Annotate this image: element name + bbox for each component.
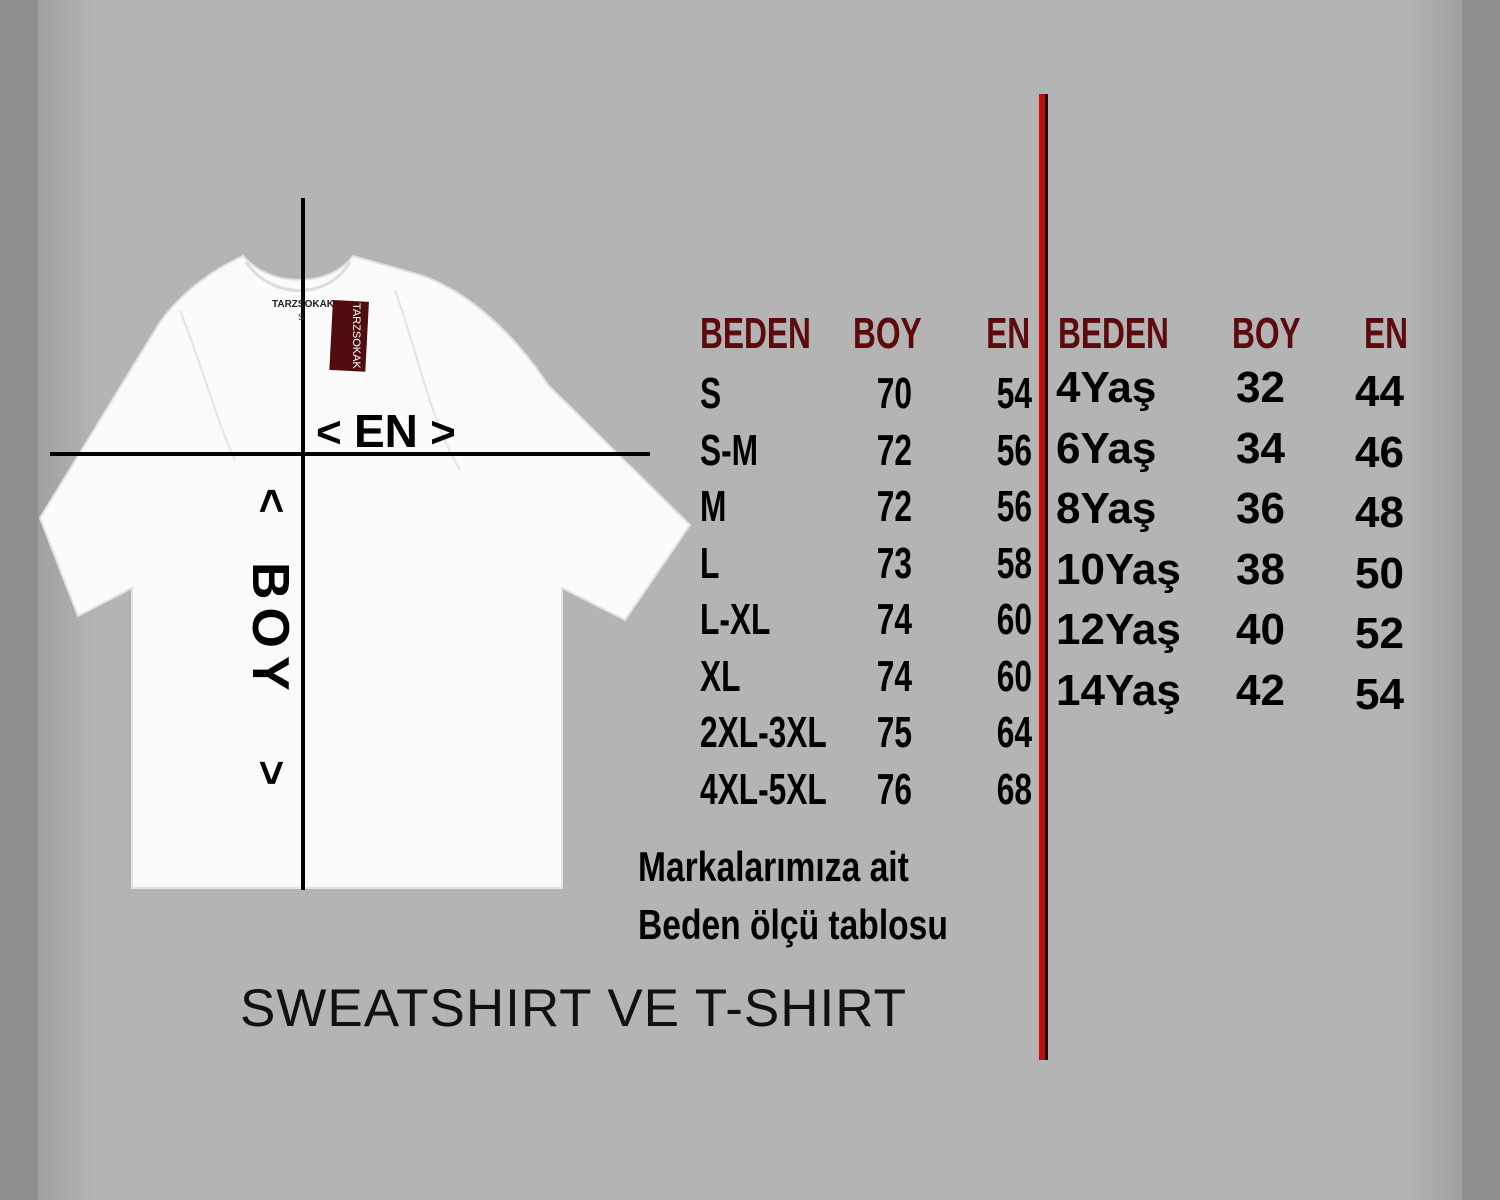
kids-header-length: BOY <box>1232 309 1301 358</box>
kids-row-size: 10Yaş <box>1056 544 1181 594</box>
adult-row-size: XL <box>700 651 741 701</box>
adult-row-length: 72 <box>876 425 912 475</box>
adult-row-length: 76 <box>876 764 912 814</box>
adult-header-size: BEDEN <box>700 309 811 358</box>
kids-row-width: 54 <box>1355 669 1404 719</box>
kids-header-width: EN <box>1364 309 1409 358</box>
kids-row-width: 46 <box>1355 427 1404 477</box>
caption-line-2: Beden ölçü tablosu <box>638 901 948 948</box>
tshirt-body <box>38 254 692 889</box>
kids-row-length: 38 <box>1236 544 1285 594</box>
adult-row-size: S <box>700 369 722 418</box>
adult-row-length: 70 <box>876 369 912 418</box>
kids-row-size: 12Yaş <box>1056 605 1181 654</box>
caption-line-1: Markalarımıza ait <box>638 843 909 890</box>
length-arrow-top: < <box>247 488 296 514</box>
arrow-left: < <box>316 408 342 457</box>
kids-row-size: 14Yaş <box>1056 665 1181 715</box>
kids-row-width: 52 <box>1355 609 1404 658</box>
kids-row-size: 8Yaş <box>1056 484 1157 533</box>
neck-label: TARZSOKAK <box>272 299 335 310</box>
adult-row-length: 74 <box>876 595 912 644</box>
table-divider <box>1039 94 1048 1060</box>
adult-row-size: S-M <box>700 425 759 475</box>
tshirt-raglan-seam <box>179 289 461 471</box>
vertical-measure-line <box>301 198 305 890</box>
kids-row-width: 48 <box>1355 488 1404 537</box>
adult-row-length: 72 <box>876 482 912 531</box>
adult-header-length: BOY <box>853 309 922 358</box>
arrow-right: > <box>430 408 456 457</box>
tshirt-collar <box>244 261 352 292</box>
tshirt-illustration <box>38 198 692 890</box>
adult-row-size: L-XL <box>700 595 771 644</box>
length-label: BOY <box>241 562 299 699</box>
adult-row-size: M <box>700 482 727 531</box>
kids-row-length: 42 <box>1236 665 1285 715</box>
footer-title: SWEATSHIRT VE T-SHIRT <box>240 979 907 1038</box>
kids-row-size: 6Yaş <box>1056 423 1157 473</box>
kids-row-length: 36 <box>1236 484 1285 533</box>
kids-row-length: 32 <box>1236 363 1285 412</box>
adult-row-length: 74 <box>876 651 912 701</box>
adult-row-size: 2XL-3XL <box>700 708 827 757</box>
width-label: < EN > <box>316 408 456 455</box>
adult-row-width: 64 <box>996 708 1032 757</box>
kids-row-width: 44 <box>1355 367 1404 416</box>
tag-text: TARZSOKAK <box>350 303 362 369</box>
kids-row-length: 40 <box>1236 605 1285 654</box>
adult-row-length: 75 <box>876 708 912 757</box>
neck-size: S <box>298 312 305 322</box>
adult-row-width: 60 <box>996 595 1032 644</box>
width-label-text: EN <box>353 405 418 457</box>
adult-row-width: 58 <box>996 538 1032 588</box>
length-arrow-bottom: > <box>247 760 296 786</box>
kids-row-size: 4Yaş <box>1056 363 1157 412</box>
adult-row-width: 68 <box>996 764 1032 814</box>
kids-row-length: 34 <box>1236 423 1285 473</box>
kids-header-size: BEDEN <box>1058 309 1169 358</box>
hang-tag <box>329 300 369 372</box>
kids-row-width: 50 <box>1355 548 1404 598</box>
adult-row-width: 54 <box>996 369 1032 418</box>
adult-row-width: 56 <box>996 425 1032 475</box>
adult-row-length: 73 <box>876 538 912 588</box>
adult-row-width: 60 <box>996 651 1032 701</box>
horizontal-measure-line <box>50 452 650 456</box>
adult-row-size: L <box>700 538 720 588</box>
adult-row-width: 56 <box>996 482 1032 531</box>
adult-header-width: EN <box>985 309 1030 358</box>
adult-row-size: 4XL-5XL <box>700 764 827 814</box>
